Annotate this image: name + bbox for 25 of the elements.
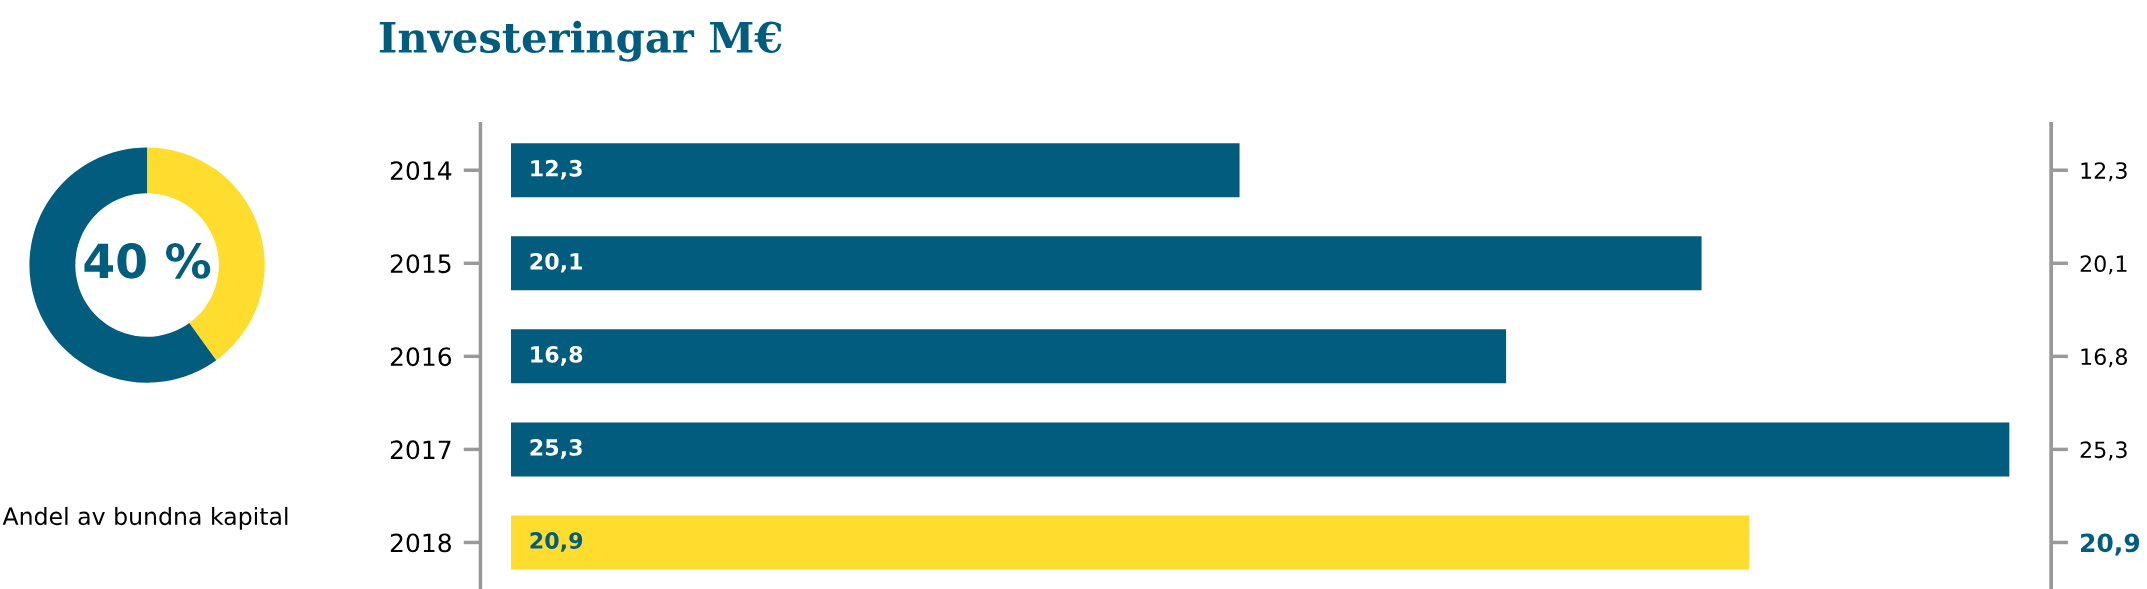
text: 20,9 [2081,533,2140,556]
data-label: 20,1 [530,252,583,273]
data-label: 40 % [84,243,211,279]
bar [510,515,1749,570]
text: 20,1 [2080,255,2127,275]
chart-title: Investeringar M€ [379,20,782,62]
text: Andel av bundna kapital [2,506,288,530]
data-label: 25,3 [530,439,582,459]
y-tick-label: 2018 [390,533,451,553]
text: 25,3 [2080,441,2127,461]
donut-slice [147,147,265,361]
y-tick-label: 2014 [390,161,452,181]
bar [510,236,1702,291]
y-tick-label: 2016 [390,347,452,367]
data-label: 16,8 [531,345,583,366]
data-label: 20,9 [530,532,583,552]
y-tick-label: 2017 [390,440,451,460]
bar [510,329,1507,384]
bar [510,143,1240,198]
data-label: 12,3 [531,159,582,180]
text: 12,3 [2081,162,2127,182]
text: 16,8 [2081,348,2127,368]
y-tick-label: 2015 [390,254,451,274]
bar [510,422,2010,477]
donut-slice [29,147,217,383]
